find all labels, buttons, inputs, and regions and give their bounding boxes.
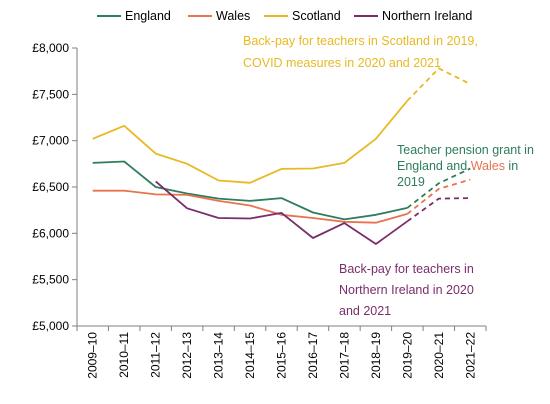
y-tick-label: £8,000	[32, 41, 69, 55]
annotation-pension-wales: Wales	[471, 159, 505, 173]
annotation-scotland-line-1: Back-pay for teachers in Scotland in 201…	[243, 34, 478, 48]
x-tick-label: 2021–22	[463, 332, 477, 379]
x-tick-label: 2018–19	[369, 332, 383, 379]
y-tick-label: £7,000	[32, 134, 69, 148]
annotation-scotland-line-2: COVID measures in 2020 and 2021	[243, 56, 441, 70]
series-wales-projection-line	[406, 178, 471, 215]
y-tick-label: £6,000	[32, 226, 69, 240]
x-tick-label: 2017–18	[337, 332, 351, 379]
annotation-pension-suffix: in	[505, 159, 518, 173]
y-tick-label: £6,500	[32, 180, 69, 194]
y-axis: £5,000 £5,500 £6,000 £6,500 £7,000 £7,500 £8,0…	[32, 41, 78, 333]
y-tick-label: £7,500	[32, 87, 69, 101]
series-wales-line	[92, 189, 408, 224]
series-northern-ireland-line	[155, 180, 408, 245]
legend-label-england: England	[125, 9, 171, 23]
x-tick-label: 2015–16	[275, 332, 289, 379]
series-england-line	[92, 160, 408, 221]
annotation-pension-line-3: 2019	[397, 175, 425, 189]
x-tick-label: 2019–20	[400, 332, 414, 379]
x-axis: 2009–10 2010–11 2011–12 2012–13 2013–14 2014–…	[76, 325, 487, 379]
x-tick-label: 2009–10	[86, 332, 100, 379]
series-england-projection-line	[406, 167, 471, 209]
y-tick-label: £5,000	[32, 319, 69, 333]
x-tick-label: 2013–14	[212, 332, 226, 379]
series-layer	[92, 67, 471, 245]
series-scotland-line	[92, 100, 408, 184]
y-tick-label: £5,500	[32, 273, 69, 287]
legend-label-scotland: Scotland	[292, 9, 341, 23]
x-tick-label: 2016–17	[306, 332, 320, 379]
legend: England Wales Scotland Northern Ireland	[97, 9, 472, 23]
annotation-ni-line-2: Northern Ireland in 2020	[339, 283, 474, 297]
annotation-pension-line-2: England and Wales in	[397, 159, 518, 173]
series-scotland-projection-line	[406, 67, 471, 102]
x-tick-label: 2010–11	[117, 332, 131, 378]
annotation-ni-line-3: and 2021	[339, 304, 391, 318]
legend-label-wales: Wales	[216, 9, 250, 23]
x-tick-label: 2020–21	[432, 332, 446, 379]
series-northern-ireland-projection-line	[406, 197, 471, 223]
annotation-pension-line-1: Teacher pension grant in	[397, 143, 534, 157]
annotation-pension-text: England and	[397, 159, 471, 173]
x-tick-label: 2011–12	[149, 332, 163, 378]
legend-label-northern-ireland: Northern Ireland	[382, 9, 472, 23]
x-tick-label: 2014–15	[243, 332, 257, 379]
x-tick-label: 2012–13	[180, 332, 194, 379]
annotation-ni-line-1: Back-pay for teachers in	[339, 262, 474, 276]
